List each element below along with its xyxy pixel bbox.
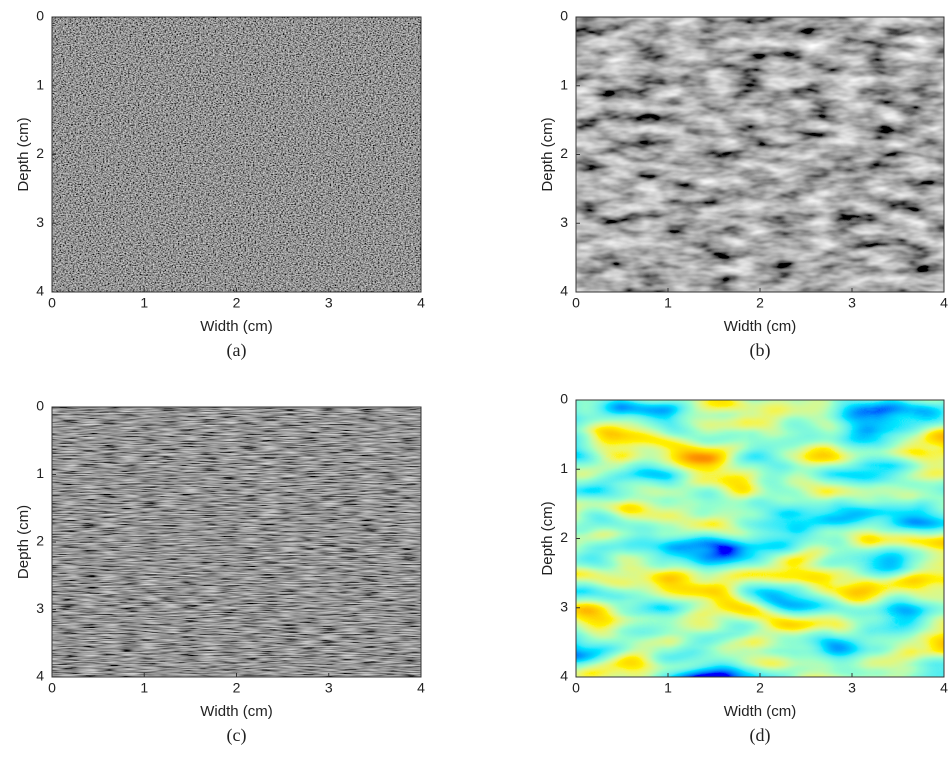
y-tick-label: 4: [560, 668, 568, 684]
x-axis-label: Width (cm): [200, 703, 273, 720]
x-tick-label: 0: [572, 295, 580, 311]
y-tick-label: 3: [36, 600, 44, 616]
y-tick-label: 1: [560, 76, 568, 92]
y-tick-label: 4: [36, 668, 44, 684]
image: [576, 400, 944, 677]
x-tick-label: 2: [233, 295, 241, 311]
y-tick-label: 0: [36, 398, 44, 414]
x-tick-label: 3: [848, 680, 856, 696]
x-tick-label: 1: [664, 295, 672, 311]
x-tick-label: 3: [325, 295, 333, 311]
y-tick-label: 1: [560, 460, 568, 476]
image: [52, 17, 421, 292]
caption: (c): [227, 725, 247, 746]
x-axis-label: Width (cm): [724, 318, 797, 335]
x-tick-label: 3: [325, 680, 333, 696]
x-tick-label: 1: [664, 680, 672, 696]
y-axis-label: Depth (cm): [15, 117, 32, 191]
figure: 0123401234Width (cm)Depth (cm)(a)0123401…: [0, 0, 948, 755]
y-axis-label: Depth (cm): [15, 505, 32, 579]
y-tick-label: 2: [560, 529, 568, 545]
y-tick-label: 0: [36, 8, 44, 24]
x-tick-label: 0: [572, 680, 580, 696]
x-tick-label: 4: [417, 680, 425, 696]
x-tick-label: 4: [417, 295, 425, 311]
y-tick-label: 1: [36, 76, 44, 92]
x-tick-label: 3: [848, 295, 856, 311]
x-tick-label: 2: [756, 295, 764, 311]
y-tick-label: 1: [36, 465, 44, 481]
x-tick-label: 2: [233, 680, 241, 696]
x-tick-label: 1: [140, 680, 148, 696]
x-axis-label: Width (cm): [200, 318, 273, 335]
x-axis-label: Width (cm): [724, 703, 797, 720]
y-tick-label: 2: [36, 145, 44, 161]
x-tick-label: 4: [940, 295, 948, 311]
caption: (a): [227, 340, 247, 361]
y-tick-label: 4: [36, 283, 44, 299]
y-tick-label: 2: [560, 145, 568, 161]
x-tick-label: 4: [940, 680, 948, 696]
x-tick-label: 0: [48, 680, 56, 696]
x-tick-label: 1: [140, 295, 148, 311]
caption: (b): [750, 340, 771, 361]
y-tick-label: 3: [560, 598, 568, 614]
page: {"chart_data": [ {"type": "image", "colo…: [0, 0, 948, 760]
y-axis-label: Depth (cm): [539, 117, 556, 191]
y-tick-label: 0: [560, 391, 568, 407]
caption: (d): [750, 725, 771, 746]
y-tick-label: 3: [36, 214, 44, 230]
image: [576, 17, 944, 292]
x-tick-label: 2: [756, 680, 764, 696]
y-tick-label: 2: [36, 533, 44, 549]
y-tick-label: 3: [560, 214, 568, 230]
image: [52, 407, 421, 677]
y-tick-label: 0: [560, 8, 568, 24]
y-axis-label: Depth (cm): [539, 501, 556, 575]
x-tick-label: 0: [48, 295, 56, 311]
y-tick-label: 4: [560, 283, 568, 299]
